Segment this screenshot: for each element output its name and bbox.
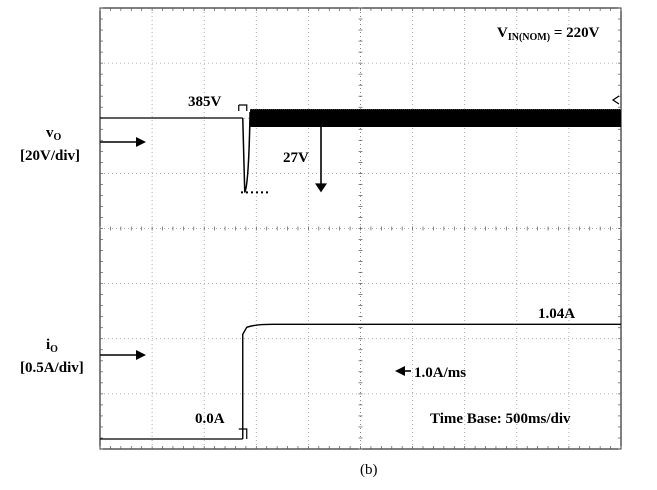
dip-arrow-down-head: [315, 183, 327, 193]
trigger-marker-v: [238, 104, 248, 111]
current-slew-label: 1.0A/ms: [414, 365, 466, 381]
voltage-dip-label: 27V: [283, 150, 309, 166]
figure-caption: (b): [360, 462, 378, 478]
vo-channel-arrow-head: [136, 137, 146, 147]
vo-ripple-band: [250, 109, 621, 127]
scope-grid: [99, 7, 622, 450]
current-before-label: 0.0A: [195, 411, 225, 427]
scope-traces: [100, 108, 621, 440]
voltage-before-label: 385V: [188, 94, 222, 110]
vo-channel-scale: [20V/div]: [20, 148, 80, 164]
vo-channel-name: vO: [46, 125, 62, 143]
vin-label: VIN(NOM) = 220V: [497, 25, 600, 43]
io-channel-name: iO: [46, 337, 58, 355]
scope-annotation-marks: [100, 95, 620, 439]
io-channel-scale: [0.5A/div]: [20, 360, 84, 376]
io-channel-arrow-head: [136, 350, 146, 360]
vo-trace-transient: [242, 111, 251, 193]
io-trace-after: [242, 323, 621, 439]
slew-arrow-head: [395, 366, 405, 376]
trigger-marker-i: [238, 428, 248, 439]
time-base-label: Time Base: 500ms/div: [430, 411, 571, 427]
level-marker-right: [611, 95, 620, 105]
dip-arrow-up-head: [315, 118, 327, 127]
current-after-label: 1.04A: [538, 306, 575, 322]
